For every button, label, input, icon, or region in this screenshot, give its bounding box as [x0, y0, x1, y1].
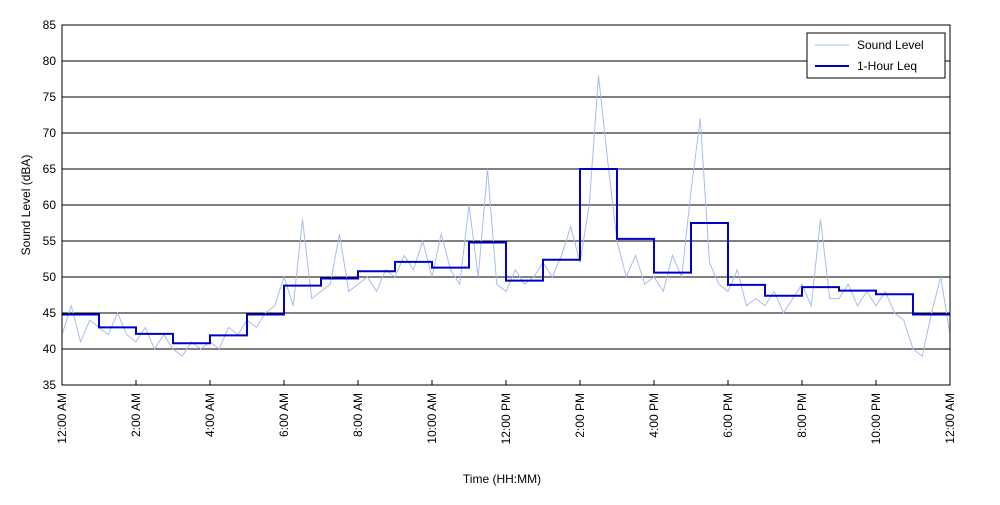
x-tick-label: 8:00 PM	[795, 393, 809, 438]
y-tick-label: 70	[43, 126, 57, 140]
y-tick-label: 80	[43, 54, 57, 68]
x-tick-label: 10:00 AM	[425, 393, 439, 444]
y-tick-label: 45	[43, 306, 57, 320]
x-tick-label: 6:00 AM	[277, 393, 291, 437]
y-tick-label: 35	[43, 378, 57, 392]
y-tick-label: 40	[43, 342, 57, 356]
y-tick-label: 85	[43, 18, 57, 32]
x-axis-label: Time (HH:MM)	[463, 472, 541, 486]
x-tick-label: 2:00 AM	[129, 393, 143, 437]
y-tick-label: 65	[43, 162, 57, 176]
series-line	[62, 168, 950, 345]
legend-label: 1-Hour Leq	[857, 59, 917, 73]
x-tick-label: 12:00 AM	[55, 393, 69, 444]
x-tick-label: 4:00 AM	[203, 393, 217, 437]
plot-frame	[61, 24, 951, 386]
legend-box	[806, 32, 946, 79]
legend-label: Sound Level	[857, 38, 924, 52]
y-tick-label: 60	[43, 198, 57, 212]
x-tick-label: 12:00 PM	[499, 393, 513, 444]
x-tick-label: 4:00 PM	[647, 393, 661, 438]
x-tick-label: 12:00 AM	[943, 393, 957, 444]
x-tick-label: 6:00 PM	[721, 393, 735, 438]
y-tick-label: 55	[43, 234, 57, 248]
y-axis-label: Sound Level (dBA)	[19, 155, 33, 256]
y-tick-label: 50	[43, 270, 57, 284]
x-tick-label: 2:00 PM	[573, 393, 587, 438]
y-tick-label: 75	[43, 90, 57, 104]
x-tick-label: 10:00 PM	[869, 393, 883, 444]
x-tick-label: 8:00 AM	[351, 393, 365, 437]
